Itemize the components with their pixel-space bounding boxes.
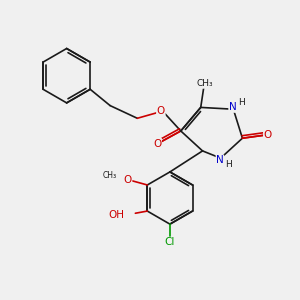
Text: N: N (216, 155, 224, 165)
Text: O: O (123, 175, 131, 184)
Text: CH₃: CH₃ (196, 79, 213, 88)
Text: O: O (153, 139, 161, 149)
Text: H: H (225, 160, 232, 169)
Text: H: H (238, 98, 245, 107)
Text: Cl: Cl (165, 237, 175, 247)
Text: N: N (229, 102, 236, 112)
Text: CH₃: CH₃ (103, 171, 117, 180)
Text: O: O (264, 130, 272, 140)
Text: OH: OH (109, 210, 124, 220)
Text: O: O (157, 106, 165, 116)
